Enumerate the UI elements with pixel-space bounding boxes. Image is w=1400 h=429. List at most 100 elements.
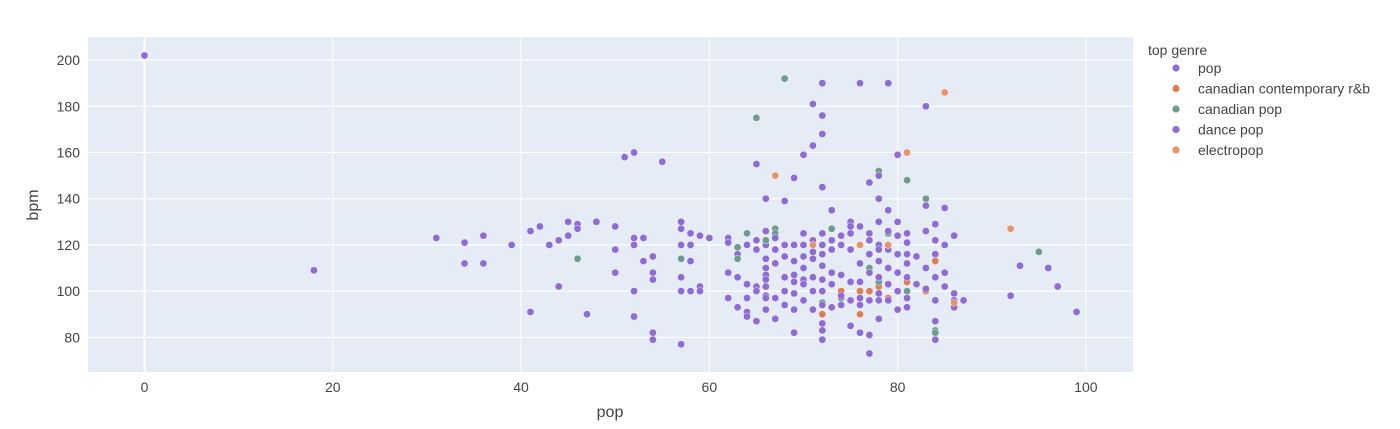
data-point	[583, 310, 591, 319]
data-point	[931, 296, 940, 305]
data-point	[790, 305, 798, 314]
data-point	[940, 204, 949, 212]
data-point	[809, 100, 817, 108]
data-point	[837, 271, 845, 279]
data-point	[818, 79, 827, 88]
data-point	[809, 287, 817, 295]
data-point	[743, 280, 751, 289]
data-point	[799, 296, 808, 305]
data-point	[573, 254, 582, 263]
legend-marker	[1172, 64, 1180, 72]
x-tick-label: 100	[1074, 379, 1098, 395]
data-point	[1006, 224, 1015, 233]
data-point	[724, 238, 732, 247]
data-point	[827, 280, 836, 289]
data-point	[827, 303, 836, 312]
data-point	[903, 238, 911, 247]
data-point	[903, 229, 911, 238]
legend-items: pop canadian contemporary r&b canadian pop…	[1172, 60, 1370, 158]
data-point	[903, 250, 911, 258]
data-point	[630, 148, 638, 157]
data-point	[809, 273, 817, 282]
data-point	[875, 171, 883, 180]
data-point	[743, 294, 751, 302]
data-point	[140, 51, 149, 60]
data-point	[903, 259, 911, 268]
data-point	[1053, 282, 1062, 291]
data-point	[554, 282, 563, 291]
data-point	[856, 259, 864, 268]
data-point	[818, 319, 827, 328]
data-point	[762, 254, 770, 263]
data-point	[865, 349, 874, 358]
data-point	[827, 245, 836, 254]
data-point	[790, 241, 798, 249]
data-point	[865, 178, 874, 187]
data-point	[677, 218, 685, 226]
data-point	[677, 340, 685, 349]
data-point	[536, 222, 544, 231]
data-point	[950, 298, 958, 307]
data-point	[875, 273, 883, 282]
data-point	[733, 273, 742, 282]
legend-marker	[1172, 84, 1180, 93]
data-point	[959, 296, 968, 305]
data-point	[771, 259, 780, 268]
data-point	[922, 264, 930, 272]
x-tick-label: 60	[702, 379, 718, 395]
data-point	[733, 303, 742, 312]
data-point	[950, 231, 958, 240]
data-point	[827, 236, 836, 245]
legend-entry: canadian contemporary r&b	[1198, 81, 1370, 97]
data-point	[846, 321, 855, 330]
y-tick-label: 80	[64, 329, 80, 345]
data-point	[903, 294, 911, 302]
data-point	[762, 236, 770, 245]
data-point	[884, 79, 893, 88]
data-point	[846, 222, 855, 231]
data-point	[780, 74, 789, 83]
data-point	[903, 273, 911, 282]
data-point	[686, 241, 695, 249]
data-point	[1072, 308, 1081, 316]
data-point	[799, 252, 808, 261]
data-point	[1035, 248, 1043, 256]
data-point	[780, 252, 789, 261]
data-point	[809, 141, 817, 150]
data-point	[780, 287, 789, 295]
y-tick-label: 140	[57, 191, 81, 207]
data-point	[818, 301, 827, 309]
data-point	[752, 287, 761, 295]
legend: top genre pop canadian contemporary r&b ca…	[1148, 42, 1370, 158]
data-point	[705, 234, 714, 242]
data-point	[818, 310, 827, 319]
data-point	[818, 287, 827, 295]
data-point	[818, 130, 827, 138]
data-point	[762, 305, 770, 314]
data-point	[762, 282, 770, 291]
data-point	[799, 151, 808, 159]
data-point	[310, 266, 318, 275]
data-point	[752, 236, 761, 245]
data-point	[893, 151, 902, 159]
y-tick-label: 160	[57, 145, 81, 161]
data-point	[875, 257, 883, 265]
data-point	[884, 241, 893, 249]
x-tick-label: 20	[325, 379, 341, 395]
data-point	[733, 254, 742, 263]
data-point	[827, 224, 836, 233]
x-tick-label: 0	[141, 379, 149, 395]
data-point	[884, 280, 893, 289]
plot-area	[88, 37, 1133, 372]
data-point	[884, 296, 893, 305]
data-point	[922, 194, 930, 203]
data-point	[865, 287, 874, 295]
data-point	[893, 268, 902, 277]
data-point	[611, 245, 620, 254]
data-point	[884, 206, 893, 215]
data-point	[743, 241, 751, 249]
data-point	[799, 229, 808, 238]
data-point	[893, 250, 902, 258]
data-point	[856, 278, 864, 286]
data-point	[846, 245, 855, 254]
